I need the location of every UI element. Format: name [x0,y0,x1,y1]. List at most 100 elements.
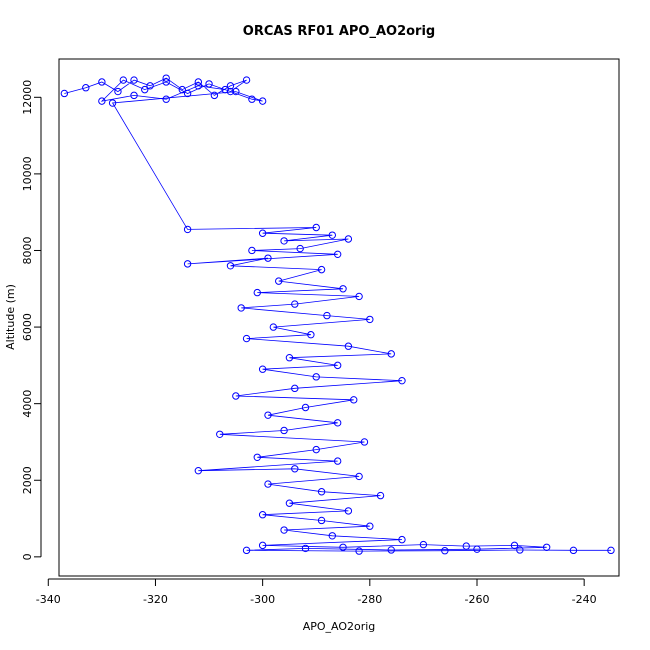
data-point [366,315,374,324]
data-point [301,544,310,553]
data-point [296,244,304,253]
data-point [350,396,358,404]
data-point [328,532,337,540]
data-point [280,526,288,534]
data-point [258,97,267,105]
data-point [258,511,267,519]
data-point [387,350,395,358]
data-point [344,342,353,350]
data-point [419,540,428,549]
x-tick-label: -240 [572,593,597,606]
x-tick-label: -340 [36,593,61,606]
data-point [146,82,154,90]
data-point [355,547,363,555]
x-axis-label: APO_AO2orig [303,620,376,633]
data-point [301,403,310,412]
data-point [242,334,251,343]
data-point [317,516,326,525]
y-tick-label: 0 [21,553,34,560]
data-point [360,438,369,446]
data-point [183,89,192,98]
data-point [60,89,69,98]
data-point [130,91,138,100]
data-point [344,235,353,243]
data-point [264,254,272,262]
data-point [280,426,288,435]
data-point [462,542,470,550]
data-point [569,546,578,555]
data-point [473,545,481,553]
data-point [248,95,256,103]
data-point [258,541,267,550]
data-point [333,419,342,427]
x-tick-label: -300 [250,593,275,606]
data-point [237,304,245,312]
data-point [232,87,240,96]
y-axis-label: Altitude (m) [4,284,17,350]
data-point [258,365,267,373]
data-point [98,78,106,86]
data-point [162,74,170,82]
data-point [216,430,224,439]
data-point [516,546,524,554]
data-point [114,87,122,96]
y-tick-label: 12000 [21,80,34,115]
data-point [210,91,219,100]
data-point [194,82,203,90]
data-point [398,535,406,544]
data-point [178,85,186,94]
data-point [264,411,272,419]
data-point [130,76,138,84]
data-points [60,74,615,555]
data-point [82,84,90,92]
data-point [253,288,261,297]
plot-frame [58,58,620,577]
data-point [312,373,320,381]
data-point [441,547,449,555]
data-point [232,392,240,400]
data-point [323,311,331,320]
data-point [269,323,278,331]
y-tick-label: 8000 [21,236,34,264]
data-point [162,95,170,103]
data-point [398,376,406,385]
series-path [64,77,611,552]
data-point [510,541,519,550]
data-point [387,546,395,554]
data-point [205,80,213,88]
data-point [366,522,374,530]
data-point [333,457,342,465]
data-point [183,260,192,268]
chart-title: ORCAS RF01 APO_AO2orig [243,24,435,39]
data-point [141,85,149,94]
data-point [226,82,235,90]
data-point [221,85,229,94]
x-axis: -340 -320 -300 -280 -260 -240 [36,578,597,606]
y-tick-label: 10000 [21,156,34,191]
data-point [242,546,251,555]
data-point [258,229,267,237]
data-point [542,543,551,551]
data-point [312,223,320,232]
data-point [119,76,128,84]
data-point [285,499,294,507]
data-point [339,543,347,551]
data-point [376,491,385,500]
data-point [275,277,283,285]
data-point [307,331,315,339]
data-point [607,546,615,555]
y-tick-label: 4000 [21,390,34,418]
data-point [312,445,320,454]
data-point [248,246,256,255]
data-point [317,488,326,496]
data-point [242,76,251,84]
data-point [280,237,288,245]
data-point [194,466,203,475]
data-point [333,361,342,370]
data-point [355,472,363,481]
x-tick-label: -320 [143,593,168,606]
data-point [108,99,117,107]
data-point [339,285,347,293]
data-point [98,97,106,105]
